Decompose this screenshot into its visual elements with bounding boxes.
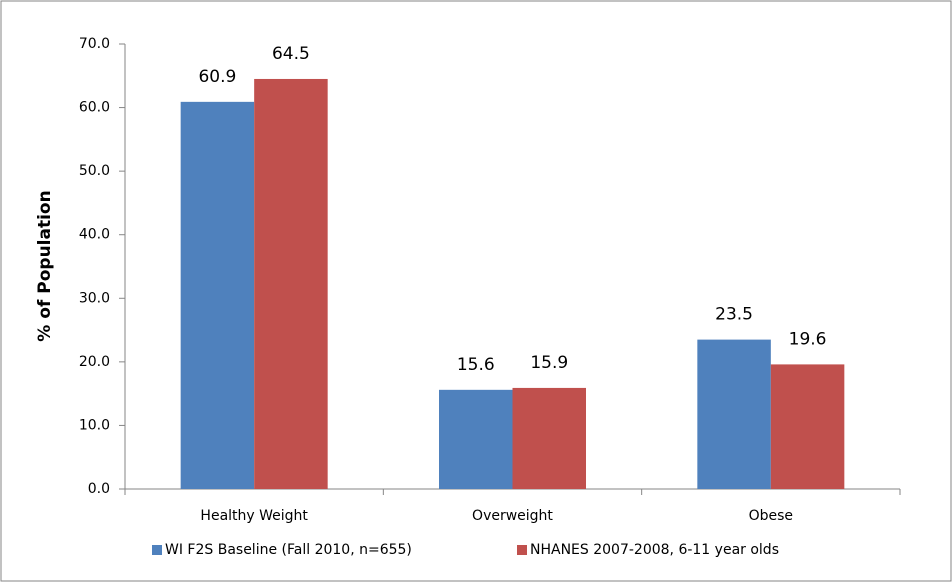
bar: [770, 364, 845, 489]
bar: [512, 387, 586, 489]
bar: [180, 101, 255, 489]
data-label: 64.5: [272, 44, 310, 64]
y-tick-label: 0.0: [88, 481, 110, 497]
x-tick-label: Overweight: [472, 508, 553, 524]
data-label: 23.5: [715, 305, 753, 325]
y-tick-label: 30.0: [79, 290, 110, 306]
y-tick-label: 70.0: [79, 36, 110, 52]
y-tick-label: 20.0: [79, 354, 110, 370]
bar: [697, 339, 771, 489]
data-label: 15.9: [530, 353, 568, 373]
legend-label: WI F2S Baseline (Fall 2010, n=655): [165, 542, 412, 558]
data-label: 19.6: [789, 329, 827, 349]
legend-swatch: [152, 545, 162, 555]
legend-swatch: [517, 545, 527, 555]
y-tick-label: 40.0: [79, 227, 110, 243]
x-tick-label: Healthy Weight: [200, 508, 308, 524]
y-tick-label: 10.0: [79, 417, 110, 433]
data-label: 60.9: [198, 67, 236, 87]
y-axis-label: % of Population: [35, 190, 55, 341]
bar: [254, 78, 328, 489]
legend-label: NHANES 2007-2008, 6-11 year olds: [530, 542, 779, 558]
bar: [439, 389, 513, 489]
x-tick-label: Obese: [749, 508, 793, 524]
data-label: 15.6: [457, 355, 495, 375]
y-tick-label: 60.0: [79, 100, 110, 116]
y-tick-label: 50.0: [79, 163, 110, 179]
